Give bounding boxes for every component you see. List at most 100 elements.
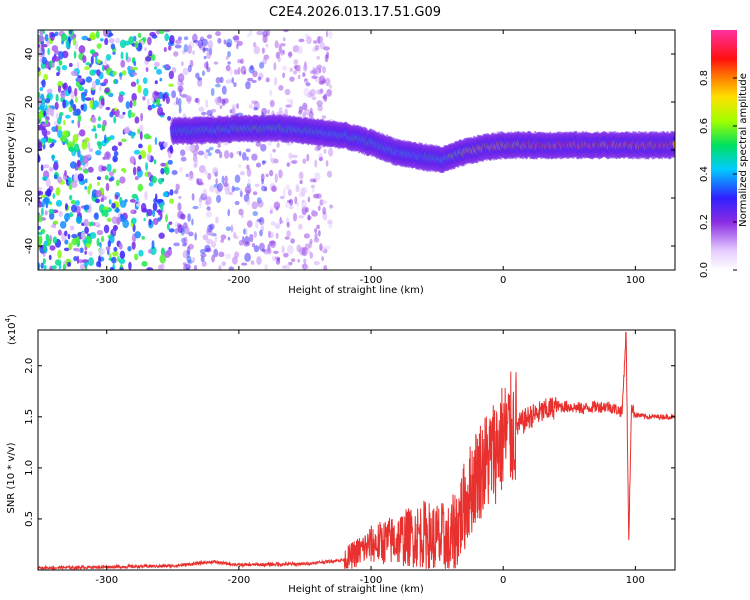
spectrogram-noise-blob (79, 129, 86, 137)
spectrogram-noise-blob (178, 105, 182, 114)
spectrogram-noise-blob (107, 240, 112, 248)
spectrogram-noise-blob (47, 47, 50, 56)
spectrogram-noise-blob (99, 38, 104, 42)
spectrogram-noise-blob (188, 231, 194, 237)
spectrogram-noise-blob (188, 243, 194, 250)
colorbar-label: Normalized spectral amplitude (738, 73, 749, 227)
spectrogram-noise-blob (113, 224, 118, 231)
spectrogram-noise-blob (202, 47, 209, 52)
spectrogram-noise-blob (291, 258, 296, 262)
spectrogram-noise-blob (71, 119, 75, 124)
spectrogram-noise-blob (82, 55, 87, 64)
spectrogram-noise-blob (55, 124, 59, 133)
spectrogram-noise-blob (69, 225, 75, 231)
spectrogram-noise-blob (260, 143, 267, 152)
spectrogram-noise-blob (71, 238, 78, 246)
spectrogram-noise-blob (38, 35, 45, 43)
snr-frame (37, 329, 676, 571)
spectrogram-noise-blob (98, 255, 101, 264)
spectrogram-noise-blob (38, 235, 43, 245)
spectrogram-noise-blob (65, 40, 70, 49)
spectrogram-noise-blob (106, 136, 112, 142)
spectrogram-noise-blob (84, 66, 90, 71)
spectrogram-noise-blob (218, 251, 225, 258)
spectrogram-noise-blob (134, 116, 140, 124)
spectrogram-noise-blob (151, 54, 156, 62)
spectrogram-noise-blob (145, 162, 149, 171)
spectrogram-noise-blob (246, 220, 253, 228)
spectrogram-noise-blob (297, 74, 301, 80)
spectrogram-noise-blob (288, 51, 293, 59)
spectrogram-noise-blob (137, 128, 141, 135)
spectrogram-noise-blob (67, 233, 71, 240)
spectrogram-noise-blob (261, 248, 266, 253)
spectrogram-noise-blob (257, 199, 264, 208)
spectrogram-noise-blob (69, 194, 73, 201)
spectrogram-noise-blob (131, 241, 136, 250)
spectrogram-noise-blob (95, 198, 101, 204)
spectrogram-noise-blob (187, 259, 193, 264)
spectrogram-noise-blob (39, 102, 46, 110)
spectrogram-noise-blob (246, 164, 250, 170)
spectrogram-noise-blob (73, 255, 78, 262)
spectrogram-noise-blob (253, 245, 260, 253)
spectrogram-noise-blob (119, 176, 126, 184)
spectrogram-noise-blob (274, 77, 278, 86)
spectrogram-noise-blob (64, 230, 68, 237)
spectrogram-noise-blob (298, 215, 305, 219)
colorbar-tick-label: 0.0 (699, 262, 710, 278)
spectrogram-noise-blob (183, 236, 188, 246)
spectrogram-noise-blob (325, 30, 329, 38)
svg-text:(x104): (x104) (4, 314, 18, 345)
spectrogram-noise-blob (253, 46, 261, 55)
spectrogram-noise-blob (245, 81, 251, 90)
spectrogram-noise-blob (315, 193, 322, 199)
spectrogram-noise-blob (39, 30, 44, 37)
spectrogram-noise-blob (158, 264, 163, 270)
spectrogram-noise-blob (39, 87, 44, 92)
spectrogram-noise-blob (96, 69, 101, 77)
spectrogram-noise-blob (256, 218, 262, 223)
spectrogram-noise-blob (134, 253, 139, 261)
spectrogram-noise-blob (51, 265, 57, 270)
spectrogram-noise-blob (286, 221, 290, 228)
spectrogram-noise-blob (57, 129, 63, 139)
spectrogram-noise-blob (42, 258, 46, 265)
spectrogram-noise-blob (81, 231, 86, 241)
spectrogram-noise-blob (183, 36, 189, 41)
spectrogram-noise-blob (134, 231, 142, 239)
spectrogram-noise-blob (188, 173, 194, 181)
spectrogram-noise-blob (96, 229, 104, 236)
spectrogram-noise-blob (95, 189, 102, 198)
spectrogram-noise-blob (187, 44, 193, 55)
spectrogram-noise-blob (142, 96, 146, 101)
spectrogram-noise-blob (230, 224, 234, 233)
spectrogram-noise-blob (159, 112, 166, 116)
spectrogram-noise-blob (226, 38, 233, 48)
spectrogram-noise-blob (247, 178, 251, 186)
spectrogram-noise-blob (120, 59, 126, 68)
spectrogram-noise-blob (46, 188, 52, 197)
spectrogram-noise-blob (298, 110, 303, 115)
snr-xtick-label: 100 (626, 575, 645, 586)
spectrogram-noise-blob (243, 241, 251, 247)
spectrogram-noise-blob (150, 246, 157, 256)
spectrogram-noise-blob (240, 262, 248, 266)
spectrogram-noise-blob (175, 97, 179, 105)
spectrogram-noise-blob (279, 195, 285, 200)
spectrogram-noise-blob (169, 198, 175, 204)
spectrogram-noise-blob (38, 44, 41, 49)
spectrogram-noise-blob (88, 147, 94, 153)
spectrogram-noise-blob (276, 142, 280, 148)
spectrogram-noise-blob (291, 154, 298, 159)
spectrogram-noise-blob (38, 112, 43, 118)
spectrogram-noise-blob (152, 217, 159, 226)
spectrogram-noise-blob (279, 49, 285, 56)
spectrogram-noise-blob (182, 67, 189, 76)
spectrogram-noise-blob (313, 260, 320, 266)
spectrogram-noise-blob (59, 111, 64, 117)
spectrogram-noise-blob (147, 144, 152, 154)
spectrogram-noise-blob (245, 148, 251, 153)
spectrogram-noise-blob (80, 104, 84, 111)
spectrogram-noise-blob (112, 155, 118, 163)
